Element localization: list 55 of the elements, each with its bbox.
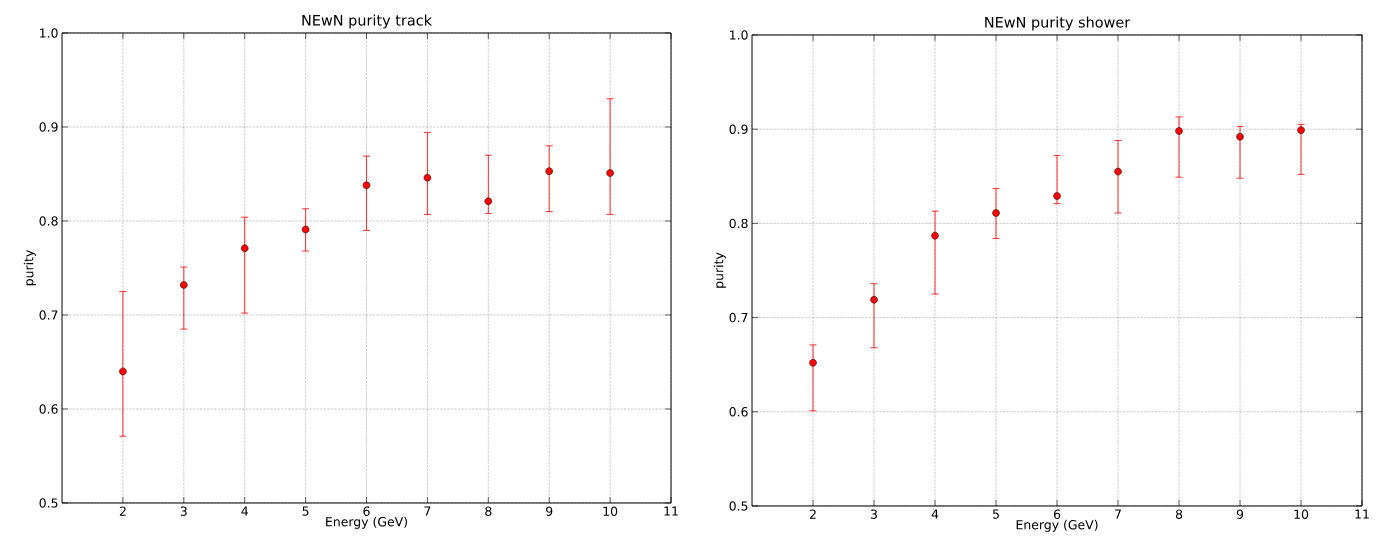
x-tick-label: 8: [1175, 509, 1183, 519]
y-tick-label: 0.8: [729, 218, 748, 229]
y-tick-label: 0.6: [729, 407, 748, 417]
point: [1053, 192, 1061, 200]
point: [606, 169, 614, 177]
y-tick-label: 0.5: [729, 501, 748, 511]
point: [423, 174, 432, 182]
x-tick-label: 9: [1236, 509, 1244, 519]
point: [992, 209, 1000, 217]
point: [240, 244, 249, 252]
point: [870, 295, 878, 304]
x-tick-label: 7: [1115, 509, 1121, 519]
x-tick-label: 10: [1294, 509, 1309, 519]
y-axis-title: purity: [713, 252, 726, 288]
x-tick-label: 5: [993, 509, 999, 519]
point: [301, 225, 310, 234]
x-tick-label: 2: [809, 509, 816, 519]
x-tick-label: 4: [931, 509, 939, 519]
point: [809, 359, 817, 367]
x-tick-label: 6: [1053, 509, 1061, 519]
chart-title: NEwN purity track: [302, 14, 432, 29]
y-axis-title: purity: [23, 250, 36, 286]
x-axis-title: Energy (GeV): [326, 516, 407, 529]
x-tick-label: 6: [363, 506, 370, 516]
x-tick-label: 11: [1355, 509, 1369, 519]
point: [180, 281, 188, 289]
chart-title: NEwN purity shower: [985, 16, 1131, 31]
x-tick-label: 7: [424, 506, 431, 516]
x-tick-label: 8: [485, 506, 492, 516]
point: [931, 231, 939, 240]
y-tick-label: 1.0: [730, 30, 748, 40]
point: [1175, 127, 1183, 135]
y-tick-label: 0.7: [729, 312, 748, 323]
x-tick-label: 3: [180, 506, 187, 516]
point: [362, 181, 371, 190]
point: [545, 167, 553, 175]
x-tick-label: 9: [546, 506, 553, 516]
x-tick-label: 10: [603, 506, 618, 516]
point: [1236, 132, 1244, 141]
point: [1114, 167, 1122, 176]
x-tick-label: 11: [664, 506, 678, 516]
x-axis-title: Energy (GeV): [1016, 519, 1098, 532]
x-tick-label: 3: [871, 509, 877, 519]
x-tick-label: 4: [241, 506, 248, 516]
y-tick-label: 0.6: [39, 404, 58, 414]
y-tick-label: 0.7: [39, 310, 58, 320]
x-tick-label: 5: [302, 506, 309, 516]
y-tick-label: 0.9: [729, 124, 748, 134]
point: [119, 367, 127, 376]
y-tick-label: 0.8: [39, 216, 58, 226]
y-tick-label: 0.5: [39, 498, 58, 508]
y-tick-label: 0.9: [39, 122, 58, 132]
point: [484, 197, 493, 205]
y-tick-label: 1.0: [40, 28, 58, 38]
x-tick-label: 2: [119, 506, 126, 516]
